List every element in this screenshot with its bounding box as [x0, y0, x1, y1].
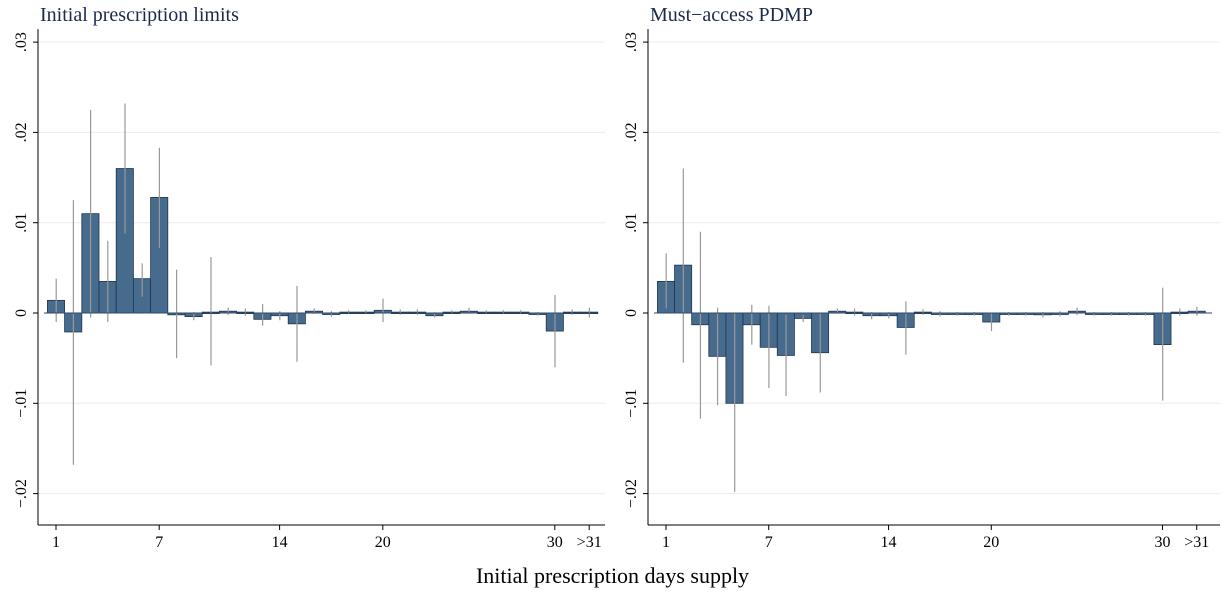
y-tick-label: .01	[13, 213, 30, 233]
y-tick-label: .02	[623, 122, 640, 142]
y-tick-label: −.01	[13, 389, 30, 418]
x-tick-label: 30	[547, 534, 563, 551]
x-tick-label: 14	[881, 534, 897, 551]
x-tick-label: >31	[577, 534, 602, 551]
y-tick-label: −.01	[623, 389, 640, 418]
x-tick-label: 7	[765, 534, 773, 551]
y-tick-label: 0	[623, 309, 640, 317]
y-tick-label: .03	[623, 32, 640, 52]
y-tick-label: −.02	[13, 479, 30, 508]
x-tick-label: 1	[52, 534, 60, 551]
x-tick-label: >31	[1184, 534, 1209, 551]
y-tick-label: .01	[623, 213, 640, 233]
y-tick-label: 0	[13, 309, 30, 317]
right-chart: −.02 −.01 0 .01 .02 .03 1 7 14 20 30 >31	[623, 29, 1220, 551]
x-tick-label: 1	[662, 534, 670, 551]
y-tick-label: .02	[13, 122, 30, 142]
y-tick-label: −.02	[623, 479, 640, 508]
x-tick-label: 20	[983, 534, 999, 551]
x-tick-label: 20	[375, 534, 391, 551]
right-panel-title: Must−access PDMP	[650, 4, 813, 26]
x-tick-label: 7	[155, 534, 163, 551]
x-axis-label: Initial prescription days supply	[475, 563, 750, 588]
left-chart: −.02 −.01 0 .01 .02 .03 1 7 14 20 30 >31	[13, 29, 605, 551]
x-tick-label: 30	[1154, 534, 1170, 551]
y-tick-label: .03	[13, 32, 30, 52]
x-tick-label: 14	[272, 534, 288, 551]
left-panel-title: Initial prescription limits	[40, 4, 239, 26]
